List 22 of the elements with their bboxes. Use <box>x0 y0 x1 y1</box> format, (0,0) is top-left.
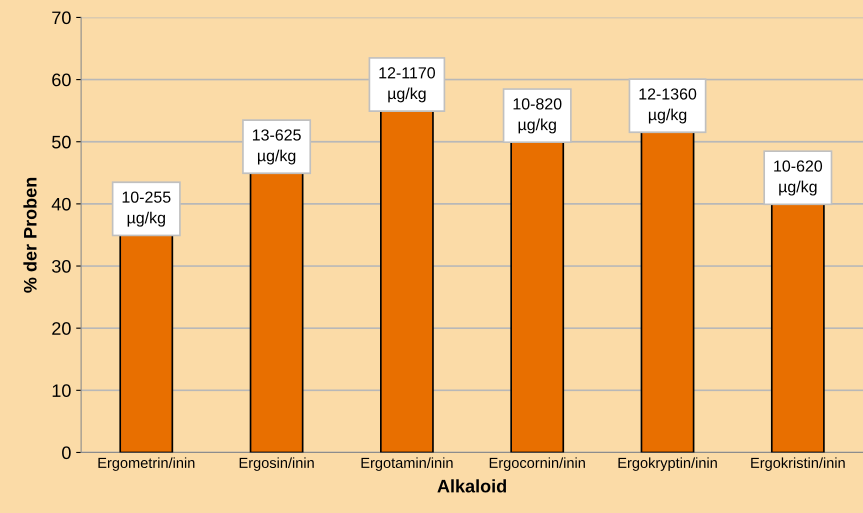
x-tick-label: Ergosin/inin <box>240 457 314 471</box>
annotation: 12-1170 µg/kg <box>379 67 435 102</box>
y-tick-label: 40 <box>52 198 71 211</box>
annotation: 10-620 µg/kg <box>774 160 822 196</box>
y-tick-label: 0 <box>62 446 71 460</box>
y-tick-label: 70 <box>52 11 71 24</box>
x-tick-label: Ergometrin/inin <box>98 457 194 471</box>
y-tick-label: 20 <box>52 322 71 335</box>
x-tick-label: Ergocornin/inin <box>490 457 585 471</box>
y-tick-label: 50 <box>52 136 71 148</box>
annotation: 10-820 µg/kg <box>514 98 562 134</box>
x-tick-label: Ergotamin/inin <box>361 457 453 471</box>
x-axis-title: Alkaloid <box>437 479 506 493</box>
x-tick-label: Ergokristin/inin <box>751 457 845 471</box>
y-tick-label: 60 <box>52 74 71 86</box>
y-tick-label: 30 <box>52 260 71 273</box>
y-axis-title: % der Proben <box>23 178 37 293</box>
annotation: 13-625 µg/kg <box>252 129 301 164</box>
annotation: 10-255 µg/kg <box>122 191 170 227</box>
x-tick-label: Ergokryptin/inin <box>618 457 717 471</box>
y-tick-label: 10 <box>52 384 71 398</box>
annotation: 12-1360 µg/kg <box>639 88 696 124</box>
